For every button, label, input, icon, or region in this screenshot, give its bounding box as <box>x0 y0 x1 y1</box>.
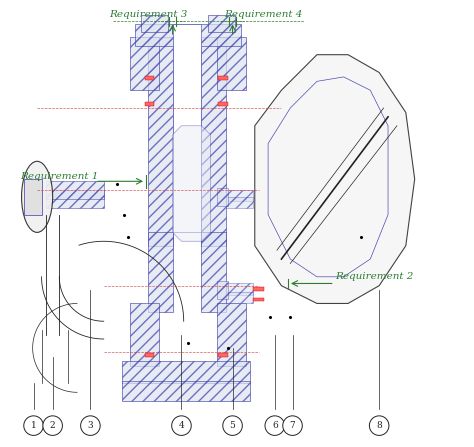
Bar <box>217 188 228 206</box>
Bar <box>218 76 228 80</box>
Bar <box>145 102 155 106</box>
Bar <box>145 353 155 357</box>
Bar <box>148 232 173 312</box>
Text: 5: 5 <box>229 421 236 430</box>
Circle shape <box>223 416 242 435</box>
Text: 6: 6 <box>272 421 278 430</box>
Bar <box>253 298 264 301</box>
Bar <box>217 37 246 90</box>
Bar <box>226 190 253 201</box>
Circle shape <box>24 416 43 435</box>
Bar <box>130 37 159 90</box>
Bar <box>218 102 228 106</box>
Bar <box>201 37 226 246</box>
Bar <box>46 181 104 199</box>
Circle shape <box>283 416 302 435</box>
Text: Requirement 3: Requirement 3 <box>109 10 187 19</box>
Bar <box>130 304 159 366</box>
Bar <box>217 304 246 366</box>
Bar <box>173 24 201 232</box>
Bar <box>46 190 104 208</box>
Text: Requirement 4: Requirement 4 <box>225 10 303 19</box>
Bar <box>208 15 235 33</box>
Polygon shape <box>173 126 210 241</box>
Bar <box>226 292 253 304</box>
Bar <box>226 283 253 295</box>
Text: 4: 4 <box>179 421 184 430</box>
Bar <box>201 232 226 312</box>
Circle shape <box>172 416 191 435</box>
Bar <box>148 37 173 246</box>
Text: 3: 3 <box>88 421 93 430</box>
Bar <box>253 287 264 291</box>
Ellipse shape <box>21 161 53 232</box>
Text: 2: 2 <box>50 421 55 430</box>
Bar <box>121 381 250 401</box>
Circle shape <box>81 416 100 435</box>
Bar <box>135 24 241 46</box>
Circle shape <box>43 416 63 435</box>
Polygon shape <box>255 55 415 304</box>
Bar <box>121 361 250 384</box>
Text: Requirement 1: Requirement 1 <box>20 172 99 181</box>
Circle shape <box>369 416 389 435</box>
Bar <box>24 179 42 215</box>
Bar <box>142 15 168 33</box>
Text: 8: 8 <box>376 421 382 430</box>
Bar <box>217 281 228 299</box>
Circle shape <box>265 416 284 435</box>
Bar <box>218 353 228 357</box>
Bar <box>145 76 155 80</box>
Text: 1: 1 <box>31 421 36 430</box>
Text: Requirement 2: Requirement 2 <box>336 272 414 281</box>
Text: 7: 7 <box>290 421 295 430</box>
Bar <box>226 197 253 208</box>
